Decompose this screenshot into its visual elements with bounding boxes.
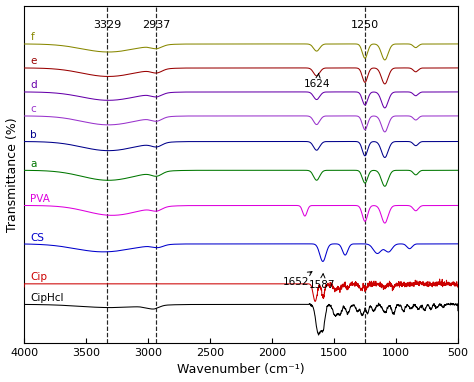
Text: f: f bbox=[30, 32, 34, 42]
Text: Cip: Cip bbox=[30, 272, 47, 282]
Text: 2937: 2937 bbox=[142, 19, 170, 29]
Text: 1652: 1652 bbox=[283, 272, 312, 287]
Text: PVA: PVA bbox=[30, 194, 50, 204]
Text: CS: CS bbox=[30, 233, 44, 243]
X-axis label: Wavenumber (cm⁻¹): Wavenumber (cm⁻¹) bbox=[177, 363, 305, 376]
Text: CipHcl: CipHcl bbox=[30, 293, 64, 303]
Text: 3329: 3329 bbox=[93, 19, 121, 29]
Text: a: a bbox=[30, 159, 36, 169]
Text: e: e bbox=[30, 57, 36, 66]
Y-axis label: Transmittance (%): Transmittance (%) bbox=[6, 117, 18, 231]
Text: d: d bbox=[30, 81, 37, 91]
Text: b: b bbox=[30, 130, 37, 140]
Text: 1250: 1250 bbox=[351, 19, 379, 29]
Text: 1587: 1587 bbox=[309, 274, 336, 290]
Text: c: c bbox=[30, 105, 36, 115]
Text: 1624: 1624 bbox=[304, 73, 331, 89]
